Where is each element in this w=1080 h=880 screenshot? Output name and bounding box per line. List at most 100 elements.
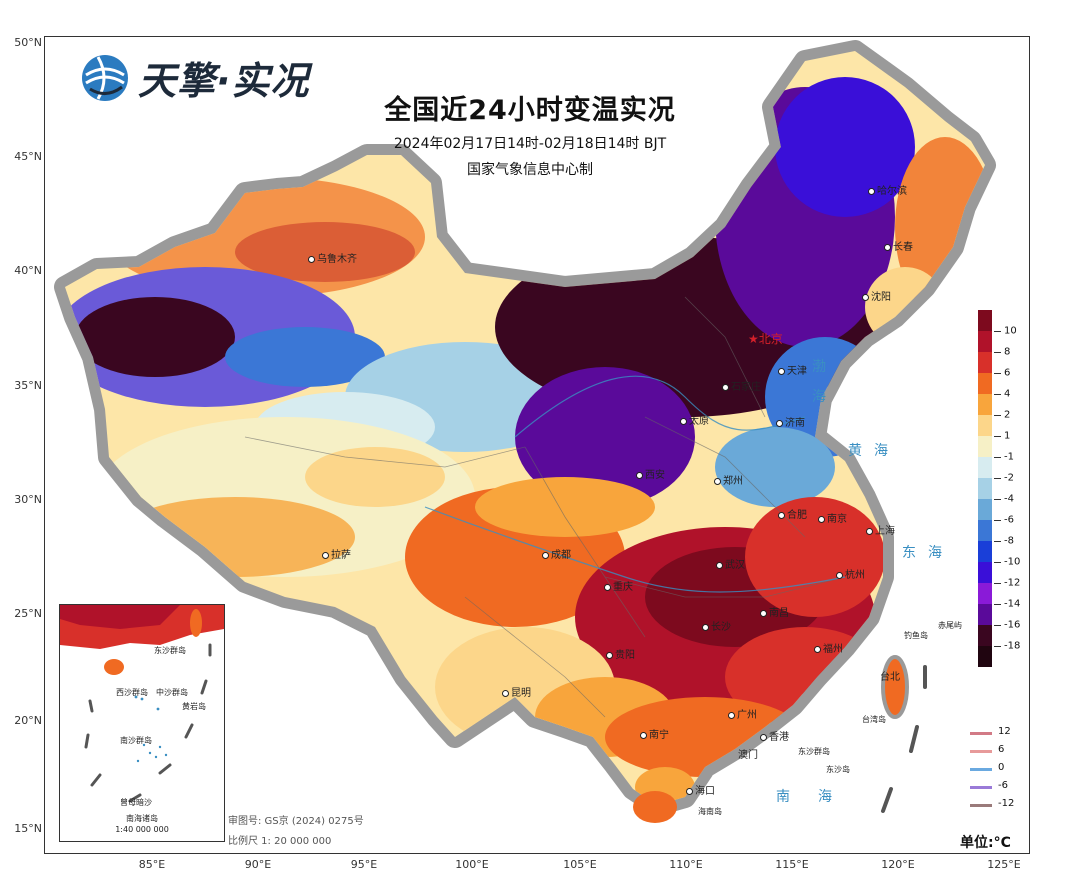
globe-icon [82, 54, 128, 101]
legend-color-cell [978, 499, 992, 520]
city-label: 香港 [769, 732, 789, 743]
city-zhengzhou: 郑州 [714, 472, 743, 487]
city-label: 太原 [689, 416, 709, 427]
lat-label: 15°N [14, 822, 42, 835]
title-block: 全国近24小时变温实况 2024年02月17日14时-02月18日14时 BJT… [330, 88, 730, 179]
legend-label: 10 [1004, 325, 1017, 337]
city-haikou: 海口 [686, 782, 715, 797]
city-changsha: 长沙 [702, 618, 731, 633]
city-hongkong: 香港 [760, 728, 789, 743]
lon-label: 90°E [244, 858, 272, 871]
legend-color-cell [978, 457, 992, 478]
contour-legend-label: -12 [998, 798, 1015, 809]
legend-color-cell [978, 331, 992, 352]
city-lhasa: 拉萨 [322, 546, 351, 561]
legend-color-cell [978, 394, 992, 415]
brand-name: 天擎·实况 [138, 59, 310, 103]
lon-label: 85°E [138, 858, 166, 871]
legend-color-cell [978, 625, 992, 646]
island-label: 台湾岛 [862, 715, 886, 724]
city-marker [836, 571, 843, 579]
legend-color-cell [978, 310, 992, 331]
city-marker [868, 187, 875, 195]
city-marker [716, 561, 723, 569]
legend-color-cell [978, 373, 992, 394]
city-marker [776, 419, 783, 427]
contour-legend-row: 12 [970, 726, 1040, 740]
city-marker [714, 477, 721, 485]
inset-island-label: 曾母暗沙 [120, 798, 152, 807]
legend-color-cell [978, 352, 992, 373]
city-marker [636, 471, 643, 479]
city-label: 长春 [893, 242, 913, 253]
sea-label-yellow-sea: 黄海 [848, 443, 900, 459]
legend-tick [994, 331, 1001, 332]
legend-label: -16 [1004, 619, 1021, 631]
city-label: 天津 [787, 366, 807, 377]
lon-label: 95°E [350, 858, 378, 871]
lat-label: 30°N [14, 493, 42, 506]
city-label: 海口 [695, 786, 715, 797]
city-marker [778, 367, 785, 375]
island-label: 海南岛 [698, 807, 722, 816]
nine-dash-line [881, 665, 927, 813]
city-marker [502, 689, 509, 697]
legend-tick [994, 646, 1001, 647]
legend-tick [994, 373, 1001, 374]
legend-color-cell [978, 646, 992, 667]
lat-label: 45°N [14, 150, 42, 163]
contour-line-swatch [970, 804, 992, 807]
lat-label: 25°N [14, 607, 42, 620]
contour-legend-row: -12 [970, 798, 1040, 812]
legend-color-cell [978, 541, 992, 562]
south-china-sea-inset: 东沙群岛 西沙群岛 中沙群岛 黄岩岛 南沙群岛 曾母暗沙 南海诸岛 1:40 0… [59, 604, 225, 842]
city-taiyuan: 太原 [680, 412, 709, 427]
inset-island-label: 东沙群岛 [154, 646, 186, 655]
city-marker [862, 293, 869, 301]
legend-tick [994, 625, 1001, 626]
city-marker [322, 551, 329, 559]
legend-tick [994, 604, 1001, 605]
hainan-island [633, 791, 677, 823]
city-label: 昆明 [511, 688, 531, 699]
city-marker [640, 731, 647, 739]
sea-label-bohai: 渤海 [812, 359, 826, 405]
city-label: 澳门 [738, 750, 758, 761]
city-label: 石家庄 [731, 382, 761, 393]
legend-tick [994, 394, 1001, 395]
sea-label-east-china-sea: 东海 [902, 545, 954, 561]
city-marker [702, 623, 709, 631]
legend-tick [994, 436, 1001, 437]
city-label: 南昌 [769, 608, 789, 619]
lon-label: 115°E [775, 858, 809, 871]
city-hangzhou: 杭州 [836, 566, 865, 581]
legend-tick [994, 562, 1001, 563]
city-shanghai: 上海 [866, 522, 895, 537]
city-guangzhou: 广州 [728, 706, 757, 721]
city-marker [884, 243, 891, 251]
city-marker [866, 527, 873, 535]
lon-label: 105°E [563, 858, 597, 871]
city-marker [760, 733, 767, 741]
city-label: 拉萨 [331, 550, 351, 561]
city-label: 长沙 [711, 622, 731, 633]
city-guiyang: 贵阳 [606, 646, 635, 661]
city-label: 西安 [645, 470, 665, 481]
legend-tick [994, 499, 1001, 500]
legend-label: 4 [1004, 388, 1011, 400]
lon-label: 100°E [455, 858, 489, 871]
city-label: 合肥 [787, 510, 807, 521]
legend-label: -10 [1004, 556, 1021, 568]
map-producer: 国家气象信息中心制 [467, 162, 593, 178]
island-label: 东沙群岛 [798, 747, 830, 756]
city-label: 南宁 [649, 730, 669, 741]
city-shijiazhuang: 石家庄 [722, 378, 761, 393]
city-marker [814, 645, 821, 653]
city-label: 成都 [551, 550, 571, 561]
legend-tick [994, 583, 1001, 584]
legend-label: -1 [1004, 451, 1014, 463]
legend-color-cell [978, 583, 992, 604]
contour-line-swatch [970, 768, 992, 771]
legend-label: -14 [1004, 598, 1021, 610]
city-nanning: 南宁 [640, 726, 669, 741]
